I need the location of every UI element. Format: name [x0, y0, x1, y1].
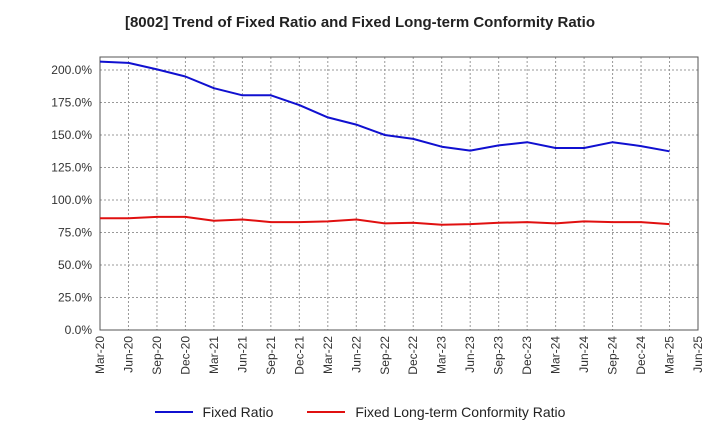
axes [99, 56, 699, 331]
legend-swatch-fixed-ratio [154, 411, 193, 413]
x-tick-label: Sep-21 [264, 336, 278, 375]
x-tick-label: Mar-25 [663, 336, 677, 374]
legend-swatch-conformity-ratio [307, 411, 346, 413]
x-tick-label: Jun-22 [349, 336, 363, 373]
x-tick-label: Dec-23 [520, 336, 534, 375]
series-lines [99, 60, 670, 226]
x-tick-label: Jun-21 [235, 336, 249, 373]
x-tick-label: Sep-24 [606, 336, 620, 375]
grid-lines [99, 57, 699, 331]
x-tick-label: Jun-24 [577, 336, 591, 373]
x-tick-label: Mar-24 [549, 336, 563, 374]
x-tick-label: Mar-21 [207, 336, 221, 374]
x-tick-label: Mar-23 [435, 336, 449, 374]
y-tick-label: 175.0% [51, 96, 92, 110]
chart-title: [8002] Trend of Fixed Ratio and Fixed Lo… [124, 14, 596, 31]
x-tick-label: Dec-24 [634, 336, 648, 375]
x-tick-label: Mar-22 [321, 336, 335, 374]
legend-label-fixed-ratio: Fixed Ratio [202, 404, 274, 420]
legend-item-conformity-ratio: Fixed Long-term Conformity Ratio [307, 404, 565, 420]
x-tick-label: Sep-22 [378, 336, 392, 375]
legend-label-conformity-ratio: Fixed Long-term Conformity Ratio [355, 404, 566, 420]
y-tick-label: 50.0% [58, 258, 92, 272]
x-tick-label: Sep-20 [150, 336, 164, 375]
tick-labels: 0.0% 25.0% 50.0% 75.0% 100.0% 125.0% 150.0% 175… [51, 63, 705, 375]
x-tick-label: Dec-22 [406, 336, 420, 375]
y-tick-label: 0.0% [65, 323, 93, 337]
series-line-conformity-ratio [100, 215, 670, 226]
series-line-fixed-ratio [99, 60, 670, 153]
x-tick-label: Jun-23 [463, 336, 477, 373]
legend-item-fixed-ratio: Fixed Ratio [154, 404, 274, 420]
x-tick-label: Dec-20 [178, 336, 192, 375]
legend: Fixed Ratio Fixed Long-term Conformity R… [0, 404, 720, 420]
y-tick-label: 100.0% [51, 193, 92, 207]
y-tick-label: 75.0% [58, 226, 92, 240]
x-tick-label: Mar-20 [93, 336, 107, 374]
line-chart: 0.0% 25.0% 50.0% 75.0% 100.0% 125.0% 150.0% 175… [51, 56, 705, 375]
y-tick-label: 25.0% [58, 291, 92, 305]
x-tick-label: Sep-23 [492, 336, 506, 375]
y-tick-label: 200.0% [51, 63, 92, 77]
x-tick-label: Jun-25 [691, 336, 705, 373]
x-tick-label: Jun-20 [121, 336, 135, 373]
plot-frame [99, 56, 699, 331]
y-tick-label: 125.0% [51, 161, 92, 175]
y-tick-label: 150.0% [51, 128, 92, 142]
x-tick-label: Dec-21 [292, 336, 306, 375]
